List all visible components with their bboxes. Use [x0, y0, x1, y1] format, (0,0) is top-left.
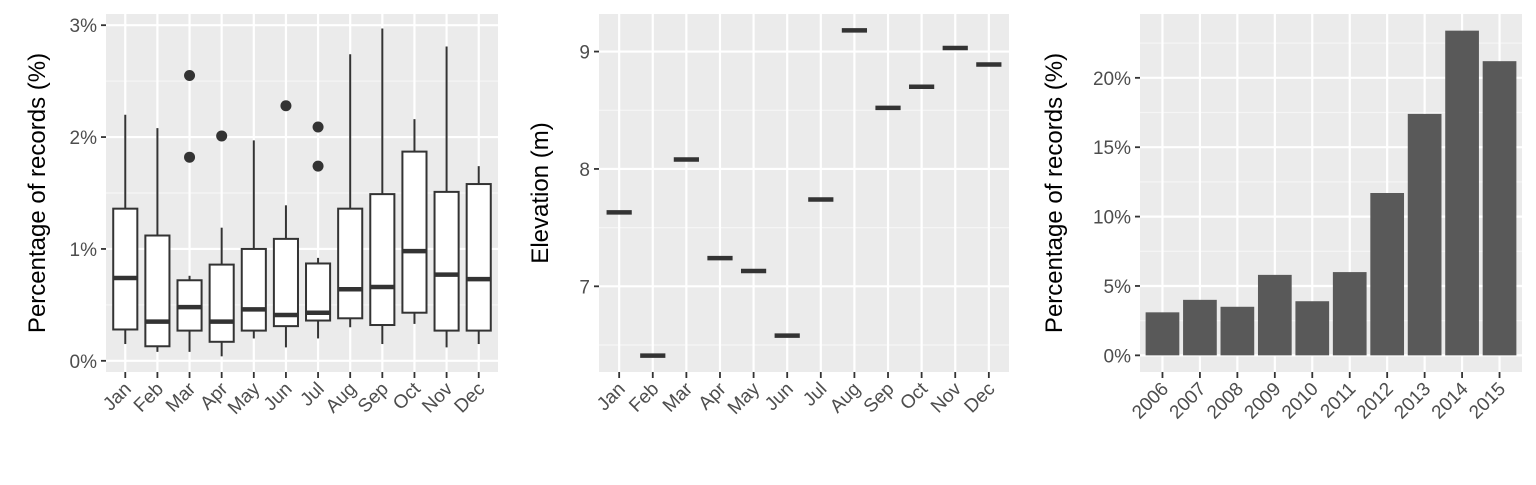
x-tick-label: 2013 [1390, 379, 1435, 424]
bar [1183, 299, 1217, 356]
bar [1482, 61, 1517, 356]
x-tick-label: 2010 [1278, 379, 1323, 424]
x-tick-label: Aug [826, 379, 865, 418]
box [337, 207, 364, 320]
bar [1445, 30, 1479, 356]
box-plot [401, 119, 428, 324]
y-tick-label: 5% [1104, 277, 1132, 298]
box [144, 234, 171, 348]
outlier-point [312, 160, 324, 172]
box [240, 247, 267, 332]
x-tick-label: 2014 [1428, 378, 1473, 423]
box [112, 207, 139, 331]
x-tick-label: Aug [322, 379, 361, 418]
bar [1145, 312, 1180, 356]
y-tick-label: 1% [70, 240, 98, 261]
x-tick-label: May [724, 378, 765, 419]
bar [1370, 193, 1405, 356]
outlier-point [280, 100, 292, 112]
bar [1295, 301, 1330, 356]
y-tick-label: 8 [579, 160, 590, 181]
box-plot [176, 70, 203, 352]
x-tick-label: May [224, 378, 265, 419]
x-tick-label: 2011 [1317, 379, 1361, 423]
chart-panel-yearly-percentage: 0%5%10%15%20%200620072008200920102011201… [1041, 14, 1522, 423]
x-tick-label: Jan [99, 379, 136, 416]
box-plot [369, 28, 396, 345]
y-axis-title: Elevation (m) [527, 122, 554, 263]
x-tick-label: Feb [130, 379, 168, 417]
box-plot [112, 114, 139, 345]
x-tick-label: Jul [297, 379, 329, 411]
x-tick-label: 2006 [1128, 379, 1173, 424]
y-tick-label: 7 [579, 277, 590, 298]
y-tick-label: 0% [70, 352, 98, 373]
y-axis-title: Percentage of records (%) [24, 53, 51, 333]
box [272, 237, 299, 328]
x-tick-label: Mar [162, 378, 200, 416]
x-tick-label: Apr [196, 378, 232, 414]
box-plot [337, 54, 364, 328]
x-tick-label: Nov [418, 378, 457, 417]
box [433, 190, 460, 332]
outlier-point [184, 70, 196, 82]
x-tick-label: Jun [761, 379, 798, 416]
x-tick-label: Jan [593, 379, 630, 416]
box-plot [272, 100, 299, 348]
box-plot [240, 140, 267, 339]
outlier-point [216, 130, 228, 142]
x-tick-label: Sep [860, 379, 899, 418]
x-tick-label: Oct [389, 378, 425, 414]
box [465, 183, 492, 332]
box [208, 263, 235, 343]
x-tick-label: Jun [260, 379, 297, 416]
box-plot [305, 121, 332, 339]
x-tick-label: Jul [799, 379, 831, 411]
bar [1332, 272, 1367, 356]
box [401, 150, 428, 314]
bar [1407, 113, 1442, 356]
x-tick-label: Apr [695, 378, 731, 414]
box-plot [208, 130, 235, 357]
y-tick-label: 2% [70, 128, 98, 149]
x-tick-label: Feb [625, 379, 663, 417]
y-tick-label: 0% [1104, 346, 1132, 367]
bar [1257, 274, 1292, 356]
x-tick-label: Oct [896, 378, 932, 414]
x-tick-label: Sep [354, 379, 393, 418]
box-plots [112, 28, 492, 357]
x-tick-label: Mar [659, 378, 697, 416]
box-plot [465, 166, 492, 345]
x-tick-label: 2012 [1353, 379, 1398, 424]
box-plot [433, 46, 460, 348]
x-tick-label: 2008 [1203, 379, 1248, 424]
outlier-point [312, 121, 324, 133]
x-tick-label: 2015 [1465, 379, 1510, 424]
x-tick-label: 2007 [1166, 379, 1211, 424]
y-tick-label: 20% [1093, 69, 1131, 90]
box-plot [144, 128, 171, 352]
x-tick-label: Nov [927, 378, 966, 417]
y-tick-label: 9 [579, 43, 590, 64]
bars [1145, 30, 1517, 356]
gridlines [599, 14, 1009, 372]
panel-background [599, 14, 1009, 372]
y-axis-title: Percentage of records (%) [1041, 53, 1068, 333]
x-tick-label: 2009 [1241, 379, 1286, 424]
y-tick-label: 10% [1093, 208, 1131, 229]
outlier-point [184, 151, 196, 163]
bar [1220, 306, 1255, 356]
x-tick-label: Dec [451, 379, 490, 418]
box-plots [606, 28, 1002, 358]
x-tick-label: Dec [961, 379, 1000, 418]
y-tick-label: 3% [70, 16, 98, 37]
box [369, 193, 396, 327]
y-tick-label: 15% [1093, 138, 1131, 159]
